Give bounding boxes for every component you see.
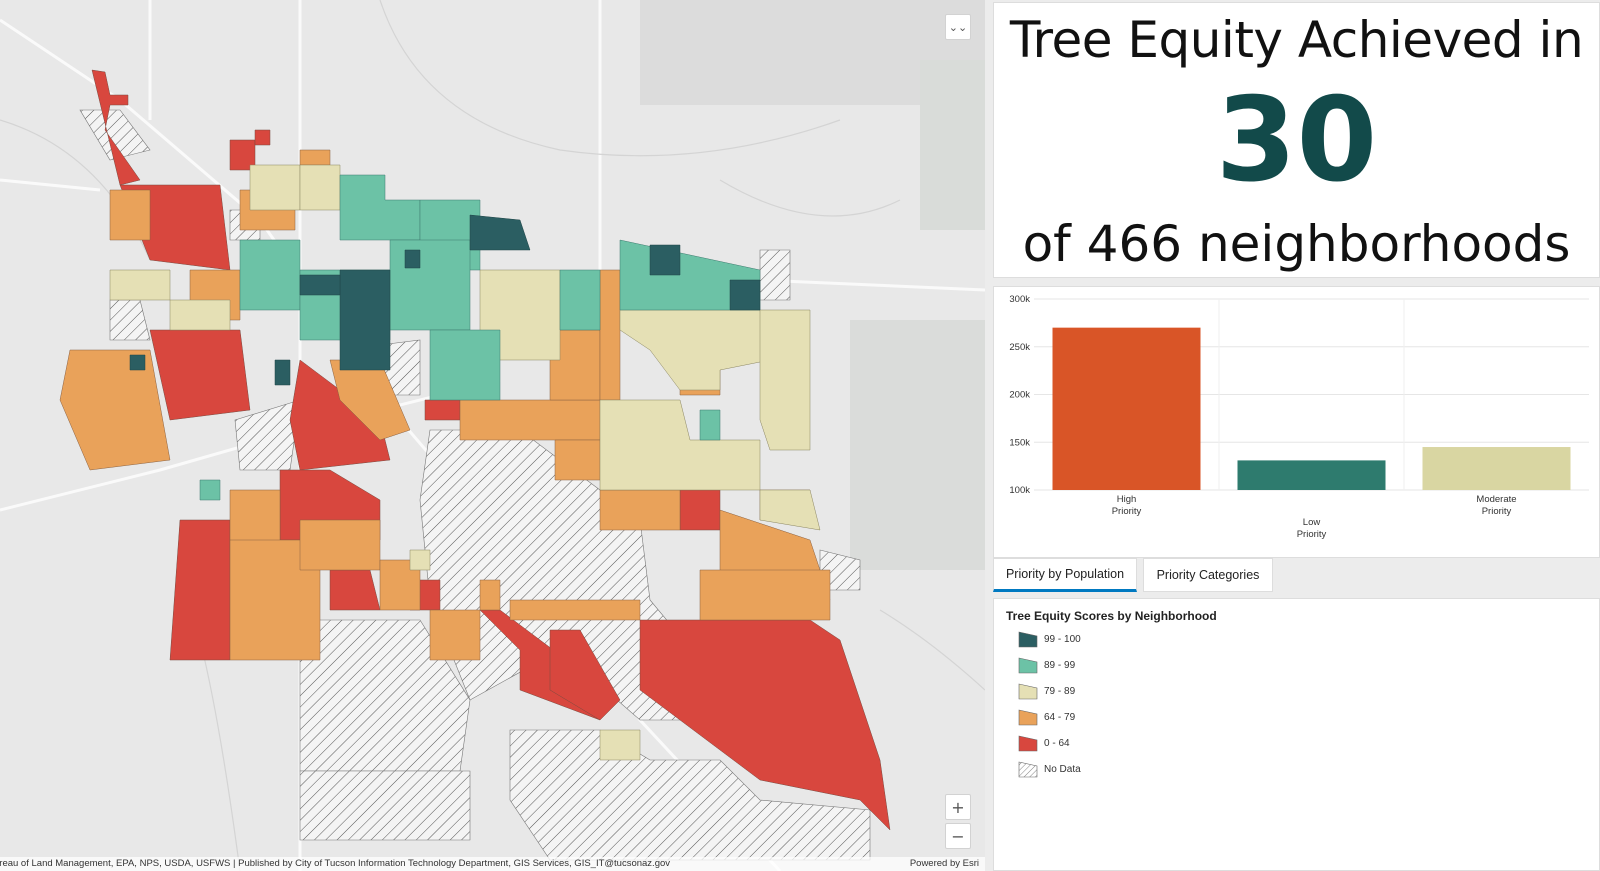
y-tick-label: 100k bbox=[1009, 485, 1030, 496]
tab-priority-by-population[interactable]: Priority by Population bbox=[993, 558, 1137, 592]
y-tick-label: 150k bbox=[1009, 437, 1030, 448]
score-99-100-areas bbox=[129, 214, 761, 386]
indicator-card: Tree Equity Achieved in 30 of 466 neighb… bbox=[993, 2, 1600, 278]
legend-swatch bbox=[1018, 735, 1038, 752]
no-data-areas bbox=[79, 109, 871, 861]
map-canvas[interactable] bbox=[0, 0, 985, 871]
basemap-area bbox=[850, 320, 985, 570]
zoom-out-button[interactable]: − bbox=[945, 823, 971, 849]
legend-label: No Data bbox=[1044, 763, 1081, 775]
legend-label: 79 - 89 bbox=[1044, 685, 1076, 697]
score-0-64-areas bbox=[91, 69, 891, 831]
legend-label: 89 - 99 bbox=[1044, 659, 1076, 671]
tab-priority-categories[interactable]: Priority Categories bbox=[1143, 558, 1273, 592]
chart-tabs: Priority by Population Priority Categori… bbox=[993, 558, 1600, 596]
indicator-top-text: Tree Equity Achieved in bbox=[1009, 11, 1584, 69]
x-tick-label: Low Priority bbox=[1297, 517, 1327, 540]
y-tick-label: 200k bbox=[1009, 390, 1030, 401]
legend-item: 89 - 99 bbox=[1018, 655, 1075, 675]
indicator-bottom-text: of 466 neighborhoods bbox=[1022, 215, 1571, 273]
y-tick-label: 300k bbox=[1009, 294, 1030, 305]
legend-title: Tree Equity Scores by Neighborhood bbox=[1006, 609, 1217, 623]
attribution-text: ureau of Land Management, EPA, NPS, USDA… bbox=[0, 858, 671, 869]
collapse-chevron-icon[interactable]: ⌄⌄ bbox=[945, 14, 971, 40]
legend-item: 64 - 79 bbox=[1018, 707, 1075, 727]
x-tick-label: High Priority bbox=[1112, 494, 1142, 517]
legend-item: 0 - 64 bbox=[1018, 733, 1070, 753]
legend-swatch bbox=[1018, 631, 1038, 648]
legend-swatch bbox=[1018, 709, 1038, 726]
score-79-89-areas bbox=[109, 164, 821, 761]
chart-bar[interactable] bbox=[1052, 327, 1201, 490]
y-tick-label: 250k bbox=[1009, 342, 1030, 353]
chart-bar[interactable] bbox=[1237, 460, 1386, 490]
indicator-value: 30 bbox=[1215, 73, 1378, 208]
map-attribution: ureau of Land Management, EPA, NPS, USDA… bbox=[0, 857, 985, 871]
legend-swatch bbox=[1018, 761, 1038, 778]
chart-bar[interactable] bbox=[1422, 447, 1571, 490]
legend-item: 79 - 89 bbox=[1018, 681, 1075, 701]
x-tick-label: Moderate Priority bbox=[1476, 494, 1516, 517]
legend-label: 0 - 64 bbox=[1044, 737, 1070, 749]
legend-label: 99 - 100 bbox=[1044, 633, 1081, 645]
priority-bar-chart[interactable]: 100k 150k 200k 250k 300k High Priority Low Prior… bbox=[993, 286, 1600, 558]
legend-swatch bbox=[1018, 683, 1038, 700]
legend-item: No Data bbox=[1018, 759, 1081, 779]
powered-by-link[interactable]: Powered by Esri bbox=[909, 858, 979, 869]
legend-label: 64 - 79 bbox=[1044, 711, 1076, 723]
legend-swatch bbox=[1018, 657, 1038, 674]
chart-svg: 100k 150k 200k 250k 300k High Priority Low Prior… bbox=[1009, 294, 1589, 540]
zoom-in-button[interactable]: + bbox=[945, 794, 971, 820]
basemap-area bbox=[920, 60, 985, 230]
side-panel: Tree Equity Achieved in 30 of 466 neighb… bbox=[985, 0, 1600, 871]
legend-item: 99 - 100 bbox=[1018, 629, 1081, 649]
map-view[interactable]: ⌄⌄ + − ureau of Land Management, EPA, NP… bbox=[0, 0, 985, 871]
legend-card: Tree Equity Scores by Neighborhood 99 - … bbox=[993, 598, 1600, 871]
